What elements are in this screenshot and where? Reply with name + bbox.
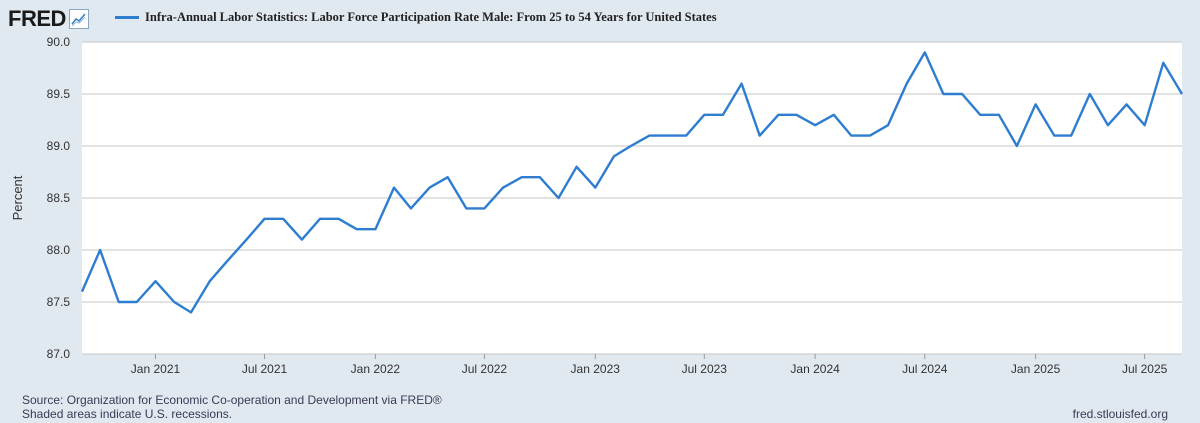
line-chart-icon — [68, 9, 89, 29]
data-point-2025-05[interactable] — [1105, 122, 1111, 128]
x-tick-label: Jan 2022 — [351, 362, 401, 376]
footer-source: Source: Organization for Economic Co-ope… — [22, 393, 442, 421]
data-point-2024-08[interactable] — [940, 91, 946, 97]
data-point-2023-06[interactable] — [683, 133, 689, 139]
data-point-2023-05[interactable] — [665, 133, 671, 139]
data-point-2022-05[interactable] — [445, 174, 451, 180]
x-tick-label: Jul 2023 — [682, 362, 728, 376]
site-url[interactable]: fred.stlouisfed.org — [1072, 407, 1168, 421]
x-tick-label: Jul 2024 — [902, 362, 948, 376]
data-point-2023-03[interactable] — [628, 143, 634, 149]
y-axis-ticks: 87.0 87.5 88.0 88.5 89.0 89.5 90.0 — [47, 35, 71, 361]
data-point-2022-02[interactable] — [391, 185, 397, 191]
data-point-2023-09[interactable] — [739, 81, 745, 87]
x-tick-label: Jan 2023 — [571, 362, 621, 376]
x-tick-label: Jan 2021 — [131, 362, 181, 376]
data-point-2022-01[interactable] — [372, 226, 378, 232]
data-point-2024-11[interactable] — [996, 112, 1002, 118]
data-point-2020-12[interactable] — [134, 299, 140, 305]
data-point-2025-04[interactable] — [1087, 91, 1093, 97]
data-point-2021-06[interactable] — [243, 237, 249, 243]
y-tick-label: 87.5 — [47, 295, 71, 309]
data-point-2024-06[interactable] — [904, 81, 910, 87]
data-point-2024-01[interactable] — [812, 122, 818, 128]
data-point-2022-11[interactable] — [556, 195, 562, 201]
fred-logo-text: FRED — [8, 6, 66, 31]
fred-logo[interactable]: FRED — [8, 6, 89, 32]
data-point-2022-10[interactable] — [537, 174, 543, 180]
x-axis-ticks: Jan 2021 Jul 2021 Jan 2022 Jul 2022 Jan 2023… — [131, 354, 1168, 376]
data-point-2021-07[interactable] — [262, 216, 268, 222]
data-point-2022-03[interactable] — [408, 205, 414, 211]
data-point-2025-03[interactable] — [1068, 133, 1074, 139]
data-point-2022-08[interactable] — [500, 185, 506, 191]
data-point-2024-07[interactable] — [922, 49, 928, 55]
y-axis-label: Percent — [10, 175, 25, 220]
data-point-2024-04[interactable] — [867, 133, 873, 139]
y-tick-label: 89.0 — [47, 139, 71, 153]
data-point-2023-01[interactable] — [592, 185, 598, 191]
legend-label: Infra-Annual Labor Statistics: Labor For… — [145, 10, 717, 24]
line-chart: 87.0 87.5 88.0 88.5 89.0 89.5 90.0 Jan 2021 Jul… — [10, 35, 1185, 376]
chart-legend: Infra-Annual Labor Statistics: Labor For… — [115, 10, 717, 25]
data-point-2021-04[interactable] — [207, 278, 213, 284]
data-point-2024-12[interactable] — [1014, 143, 1020, 149]
data-point-2021-11[interactable] — [336, 216, 342, 222]
data-point-2020-10[interactable] — [97, 247, 103, 253]
data-point-2023-11[interactable] — [775, 112, 781, 118]
data-point-2024-10[interactable] — [977, 112, 983, 118]
data-point-2023-08[interactable] — [720, 112, 726, 118]
data-point-2022-12[interactable] — [574, 164, 580, 170]
data-point-2021-05[interactable] — [225, 257, 231, 263]
data-point-2025-09[interactable] — [1179, 91, 1185, 97]
data-point-2023-02[interactable] — [611, 153, 617, 159]
data-point-2025-07[interactable] — [1142, 122, 1148, 128]
data-point-2020-11[interactable] — [116, 299, 122, 305]
y-tick-label: 88.0 — [47, 243, 71, 257]
x-tick-label: Jul 2021 — [242, 362, 288, 376]
data-point-2024-02[interactable] — [831, 112, 837, 118]
data-point-2025-08[interactable] — [1160, 60, 1166, 66]
y-tick-label: 90.0 — [47, 35, 71, 49]
data-point-2021-12[interactable] — [354, 226, 360, 232]
data-point-2025-06[interactable] — [1124, 101, 1130, 107]
data-point-2020-09[interactable] — [79, 289, 85, 295]
data-point-2023-07[interactable] — [701, 112, 707, 118]
data-point-2022-06[interactable] — [463, 205, 469, 211]
data-point-2023-10[interactable] — [757, 133, 763, 139]
data-point-2024-09[interactable] — [959, 91, 965, 97]
y-tick-label: 87.0 — [47, 347, 71, 361]
series-line — [80, 51, 1184, 314]
data-point-2021-08[interactable] — [280, 216, 286, 222]
x-tick-label: Jan 2025 — [1011, 362, 1061, 376]
data-point-2021-03[interactable] — [188, 309, 194, 315]
recession-note: Shaded areas indicate U.S. recessions. — [22, 407, 233, 421]
x-tick-label: Jul 2022 — [462, 362, 508, 376]
y-tick-label: 88.5 — [47, 191, 71, 205]
data-point-2024-05[interactable] — [885, 122, 891, 128]
data-point-2021-02[interactable] — [171, 299, 177, 305]
x-tick-label: Jan 2024 — [790, 362, 840, 376]
legend-swatch — [115, 16, 139, 19]
y-tick-label: 89.5 — [47, 87, 71, 101]
data-point-2021-09[interactable] — [299, 237, 305, 243]
data-point-2022-07[interactable] — [481, 205, 487, 211]
data-point-2022-09[interactable] — [519, 174, 525, 180]
data-point-2023-04[interactable] — [646, 133, 652, 139]
source-text: Source: Organization for Economic Co-ope… — [22, 393, 442, 407]
data-point-2024-03[interactable] — [848, 133, 854, 139]
data-point-2023-12[interactable] — [793, 112, 799, 118]
x-tick-label: Jul 2025 — [1122, 362, 1168, 376]
data-point-2022-04[interactable] — [427, 185, 433, 191]
data-point-2025-02[interactable] — [1051, 133, 1057, 139]
data-point-2021-10[interactable] — [317, 216, 323, 222]
data-point-2025-01[interactable] — [1033, 101, 1039, 107]
data-point-2021-01[interactable] — [152, 278, 158, 284]
